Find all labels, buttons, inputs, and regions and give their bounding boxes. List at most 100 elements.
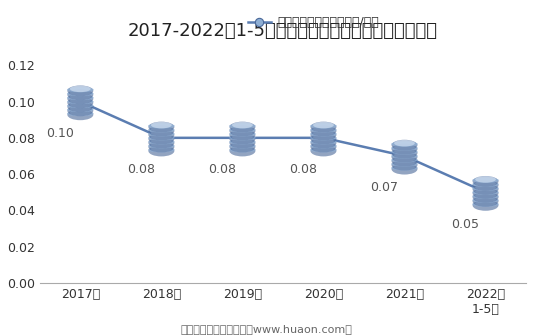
Ellipse shape: [148, 139, 174, 144]
Ellipse shape: [229, 141, 255, 153]
Ellipse shape: [67, 87, 93, 92]
Ellipse shape: [229, 137, 255, 149]
Ellipse shape: [475, 196, 496, 203]
Ellipse shape: [67, 107, 93, 112]
Ellipse shape: [148, 131, 174, 136]
Ellipse shape: [392, 156, 417, 167]
Ellipse shape: [473, 182, 498, 186]
Ellipse shape: [311, 124, 336, 128]
Ellipse shape: [148, 145, 174, 157]
Ellipse shape: [473, 194, 498, 199]
Ellipse shape: [151, 130, 172, 136]
Ellipse shape: [313, 142, 334, 148]
Ellipse shape: [232, 130, 253, 136]
Ellipse shape: [392, 158, 417, 162]
Ellipse shape: [392, 141, 417, 146]
Ellipse shape: [148, 137, 174, 149]
Ellipse shape: [475, 192, 496, 199]
Ellipse shape: [311, 145, 336, 157]
Ellipse shape: [232, 134, 253, 140]
Ellipse shape: [70, 101, 91, 108]
Ellipse shape: [392, 154, 417, 158]
Ellipse shape: [394, 144, 415, 151]
Ellipse shape: [148, 148, 174, 152]
Ellipse shape: [151, 134, 172, 140]
Text: 0.07: 0.07: [370, 181, 399, 194]
Text: 0.05: 0.05: [451, 217, 480, 230]
Ellipse shape: [67, 93, 93, 104]
Ellipse shape: [148, 135, 174, 140]
Ellipse shape: [473, 200, 498, 211]
Ellipse shape: [473, 196, 498, 207]
Ellipse shape: [311, 122, 336, 132]
Ellipse shape: [392, 164, 417, 174]
Ellipse shape: [148, 143, 174, 148]
Ellipse shape: [229, 130, 255, 140]
Ellipse shape: [229, 124, 255, 128]
Ellipse shape: [473, 184, 498, 195]
Ellipse shape: [67, 99, 93, 104]
Ellipse shape: [229, 126, 255, 136]
Ellipse shape: [473, 202, 498, 207]
Ellipse shape: [148, 126, 174, 136]
Ellipse shape: [473, 186, 498, 191]
Ellipse shape: [475, 180, 496, 187]
Ellipse shape: [311, 134, 336, 144]
Ellipse shape: [148, 124, 174, 128]
Ellipse shape: [67, 85, 93, 96]
Ellipse shape: [311, 139, 336, 144]
Ellipse shape: [392, 150, 417, 154]
Ellipse shape: [313, 146, 334, 152]
Ellipse shape: [392, 160, 417, 171]
Ellipse shape: [151, 146, 172, 152]
Ellipse shape: [70, 106, 91, 112]
Ellipse shape: [475, 200, 496, 207]
Legend: 白糖期权成交均价（万元/手）: 白糖期权成交均价（万元/手）: [243, 11, 384, 34]
Ellipse shape: [67, 97, 93, 108]
Ellipse shape: [473, 188, 498, 199]
Ellipse shape: [473, 178, 498, 183]
Ellipse shape: [67, 95, 93, 100]
Ellipse shape: [148, 130, 174, 140]
Ellipse shape: [67, 91, 93, 96]
Ellipse shape: [151, 126, 172, 132]
Ellipse shape: [232, 146, 253, 152]
Ellipse shape: [67, 109, 93, 120]
Ellipse shape: [392, 145, 417, 151]
Ellipse shape: [311, 141, 336, 153]
Ellipse shape: [232, 122, 253, 128]
Ellipse shape: [67, 103, 93, 108]
Ellipse shape: [313, 122, 334, 128]
Ellipse shape: [148, 122, 174, 132]
Ellipse shape: [232, 138, 253, 144]
Ellipse shape: [392, 162, 417, 166]
Ellipse shape: [148, 141, 174, 153]
Ellipse shape: [229, 135, 255, 140]
Ellipse shape: [67, 101, 93, 112]
Text: 0.08: 0.08: [289, 163, 318, 176]
Ellipse shape: [229, 145, 255, 157]
Ellipse shape: [229, 148, 255, 152]
Ellipse shape: [311, 130, 336, 140]
Ellipse shape: [70, 90, 91, 96]
Ellipse shape: [67, 106, 93, 116]
Ellipse shape: [70, 93, 91, 100]
Ellipse shape: [394, 148, 415, 155]
Ellipse shape: [229, 139, 255, 144]
Ellipse shape: [70, 110, 91, 116]
Ellipse shape: [313, 126, 334, 132]
Ellipse shape: [475, 176, 496, 183]
Ellipse shape: [392, 148, 417, 159]
Ellipse shape: [475, 188, 496, 195]
Ellipse shape: [151, 138, 172, 144]
Ellipse shape: [311, 143, 336, 148]
Ellipse shape: [473, 180, 498, 191]
Ellipse shape: [70, 86, 91, 92]
Ellipse shape: [311, 127, 336, 132]
Ellipse shape: [473, 176, 498, 187]
Ellipse shape: [311, 135, 336, 140]
Ellipse shape: [392, 152, 417, 163]
Ellipse shape: [151, 142, 172, 148]
Ellipse shape: [311, 148, 336, 152]
Ellipse shape: [311, 137, 336, 149]
